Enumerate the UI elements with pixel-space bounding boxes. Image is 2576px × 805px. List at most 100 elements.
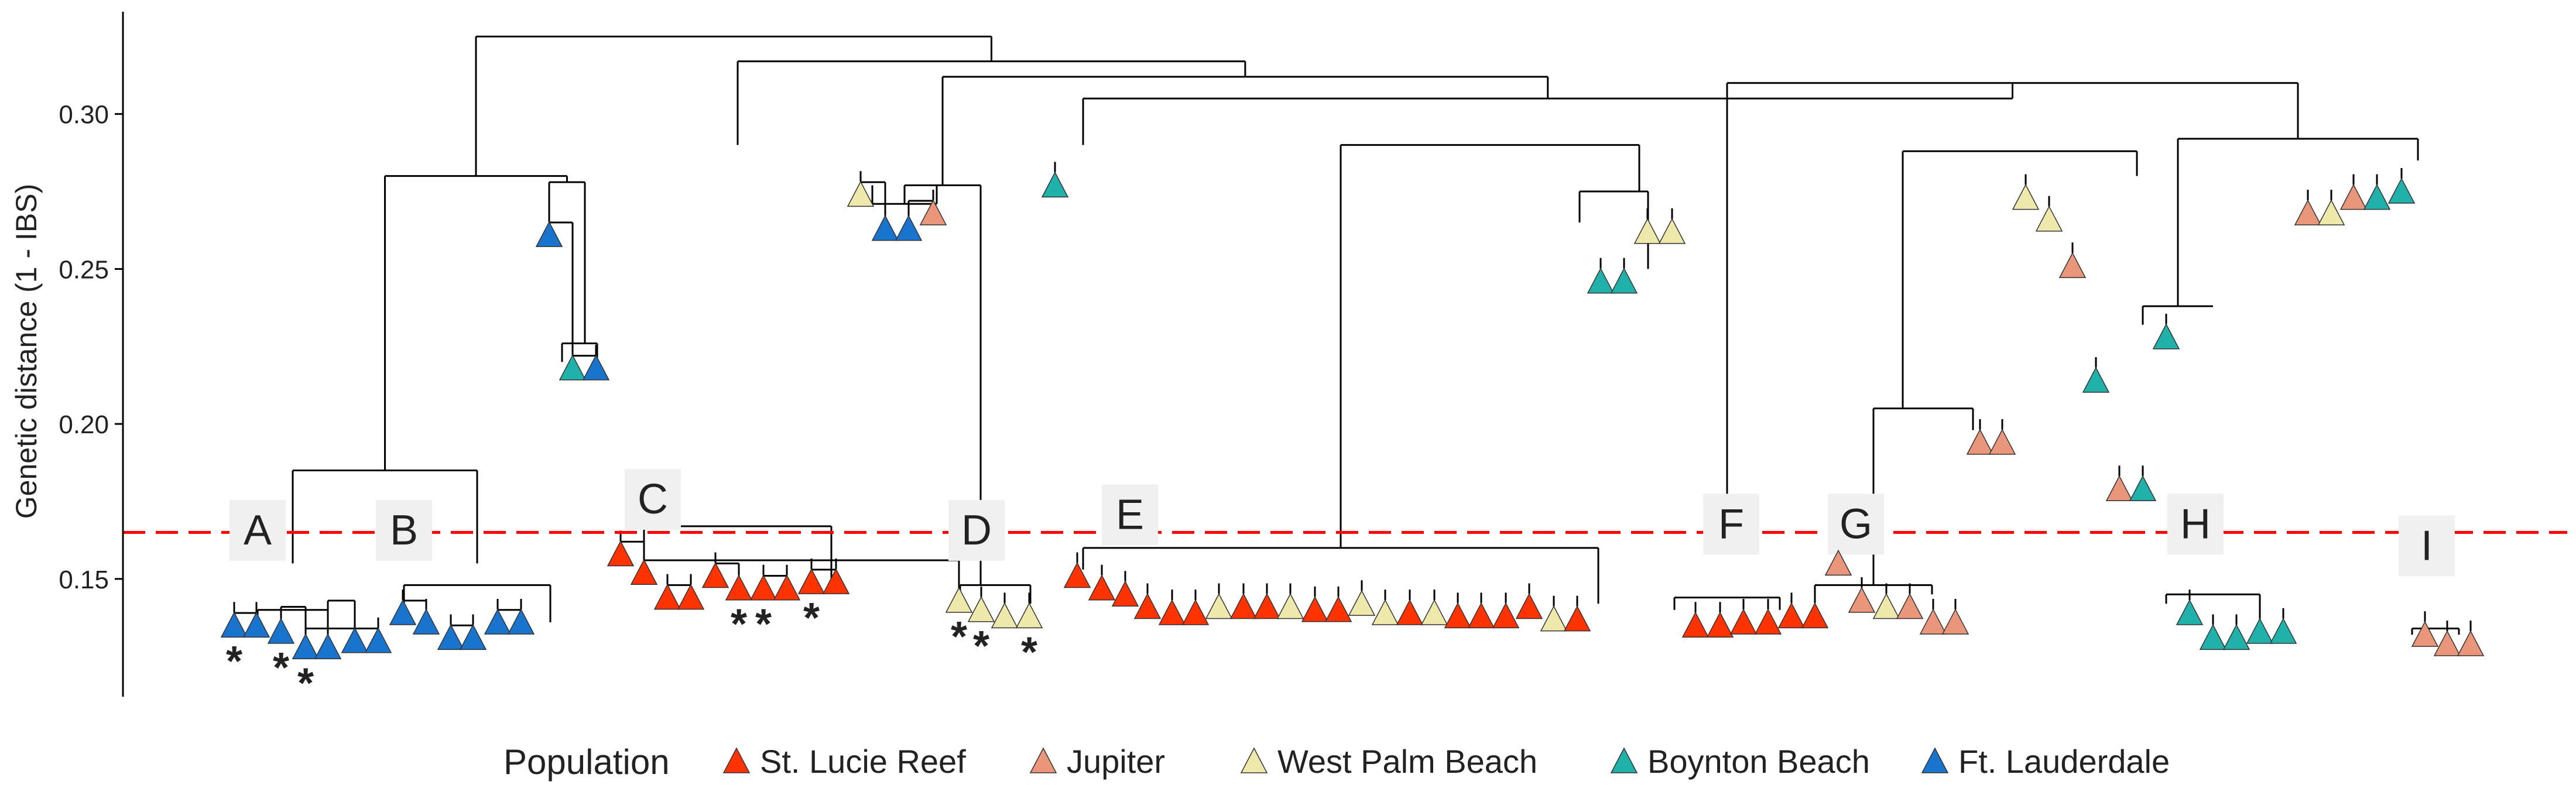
leaf-triangle	[725, 574, 753, 601]
legend-swatch	[1921, 747, 1949, 773]
y-tick-label: 0.20	[59, 410, 109, 439]
leaf-triangle	[1088, 574, 1116, 601]
cluster-label: I	[2421, 522, 2433, 569]
leaf-triangle	[1540, 605, 1568, 632]
cluster-label: B	[390, 507, 418, 554]
legend-swatch	[722, 747, 751, 773]
leaf-triangle	[1276, 592, 1304, 619]
leaf-triangle	[2199, 624, 2227, 650]
leaf-triangle	[2387, 177, 2416, 204]
leaf-triangle	[1919, 608, 1947, 635]
cluster-label-box	[376, 499, 432, 561]
leaf-triangle	[1133, 592, 1162, 619]
leaf-triangle	[2339, 184, 2368, 210]
leaf-triangle	[559, 354, 587, 381]
leaf-triangle	[1966, 429, 1994, 455]
leaf-triangle	[653, 583, 681, 610]
leaf-triangle	[822, 568, 850, 594]
leaf-triangle	[459, 624, 487, 650]
leaf-triangle	[1324, 596, 1352, 622]
leaf-triangle	[1467, 602, 1495, 629]
leaf-triangle	[919, 199, 947, 225]
leaf-triangle	[773, 574, 801, 601]
legend-swatch	[1029, 747, 1057, 773]
leaf-triangle	[2082, 366, 2110, 393]
legend-label: Boynton Beach	[1647, 743, 1870, 780]
leaf-triangle	[2363, 184, 2391, 210]
significance-star: *	[755, 601, 772, 648]
cluster-label: A	[244, 507, 272, 554]
dendrogram-leaves: * * ** * * * * *	[220, 171, 2485, 707]
cluster-label: D	[961, 507, 992, 554]
leaf-triangle	[1229, 592, 1258, 619]
y-tick-label: 0.25	[59, 255, 109, 284]
leaf-triangle	[2269, 618, 2297, 644]
cluster-label: C	[638, 476, 668, 523]
legend-swatch	[1610, 747, 1638, 773]
legend-label: Ft. Lauderdale	[1958, 743, 2170, 780]
leaf-triangle	[945, 587, 973, 613]
leaf-triangle	[1633, 218, 1662, 244]
leaf-triangle	[1253, 592, 1281, 619]
cluster-label-box	[948, 499, 1005, 561]
y-axis-title: Genetic distance (1 - IBS)	[10, 184, 43, 519]
leaf-triangle	[1988, 429, 2016, 455]
leaf-triangle	[2246, 618, 2274, 644]
leaf-triangle	[314, 633, 342, 660]
leaf-triangle	[2035, 205, 2063, 232]
cluster-label-box	[1828, 494, 1884, 555]
leaf-triangle	[1587, 267, 1615, 294]
leaf-triangle	[412, 608, 440, 635]
significance-star: *	[273, 645, 289, 691]
leaf-triangle	[364, 627, 392, 653]
y-tick-label: 0.15	[59, 566, 109, 594]
leaf-triangle	[1801, 602, 1829, 629]
leaf-triangle	[1371, 599, 1399, 625]
leaf-triangle	[1111, 580, 1139, 607]
leaf-triangle	[677, 583, 705, 610]
legend: Population St. Lucie Reef Jupiter West Palm…	[503, 742, 2170, 782]
leaf-triangle	[535, 221, 563, 247]
leaf-triangle	[1205, 592, 1233, 619]
leaf-triangle	[701, 561, 729, 588]
leaf-triangle	[2058, 252, 2087, 278]
leaf-triangle	[1396, 599, 1424, 625]
leaf-triangle	[2317, 199, 2345, 225]
leaf-triangle	[220, 611, 248, 638]
leaf-triangle	[630, 559, 658, 585]
leaf-triangle	[2294, 199, 2322, 225]
leaf-triangle	[1824, 549, 1852, 576]
leaf-triangle	[389, 599, 417, 625]
leaf-triangle	[2457, 630, 2485, 656]
leaf-triangle	[292, 633, 320, 660]
leaf-triangle	[1896, 592, 1924, 619]
leaf-triangle	[2105, 475, 2133, 502]
leaf-triangle	[1444, 602, 1472, 629]
leaf-triangle	[1158, 599, 1186, 625]
leaf-triangle	[2152, 323, 2180, 350]
leaf-triangle	[507, 608, 535, 635]
leaf-triangle	[991, 602, 1019, 629]
leaf-triangle	[1777, 602, 1806, 629]
leaf-triangle	[2411, 621, 2439, 647]
significance-star: *	[973, 623, 989, 670]
leaf-triangle	[1420, 599, 1448, 625]
cluster-label-box	[1102, 484, 1158, 546]
significance-star: *	[731, 601, 747, 648]
leaf-triangle	[1848, 587, 1876, 613]
leaf-triangle	[267, 618, 295, 644]
dendrogram-branches	[233, 35, 2472, 635]
cluster-label: F	[1718, 501, 1744, 547]
significance-star: *	[951, 614, 967, 660]
leaf-triangle	[582, 354, 610, 381]
leaf-triangle	[1941, 608, 1969, 635]
cluster-label: E	[1116, 491, 1144, 538]
cluster-label: H	[2180, 501, 2211, 547]
leaf-triangle	[797, 568, 825, 594]
leaf-triangle	[967, 596, 995, 622]
leaf-triangle	[2129, 475, 2157, 502]
cluster-label-box	[1703, 494, 1759, 555]
leaf-triangle	[1754, 608, 1782, 635]
significance-star: *	[297, 660, 314, 707]
leaf-triangle	[607, 540, 635, 567]
